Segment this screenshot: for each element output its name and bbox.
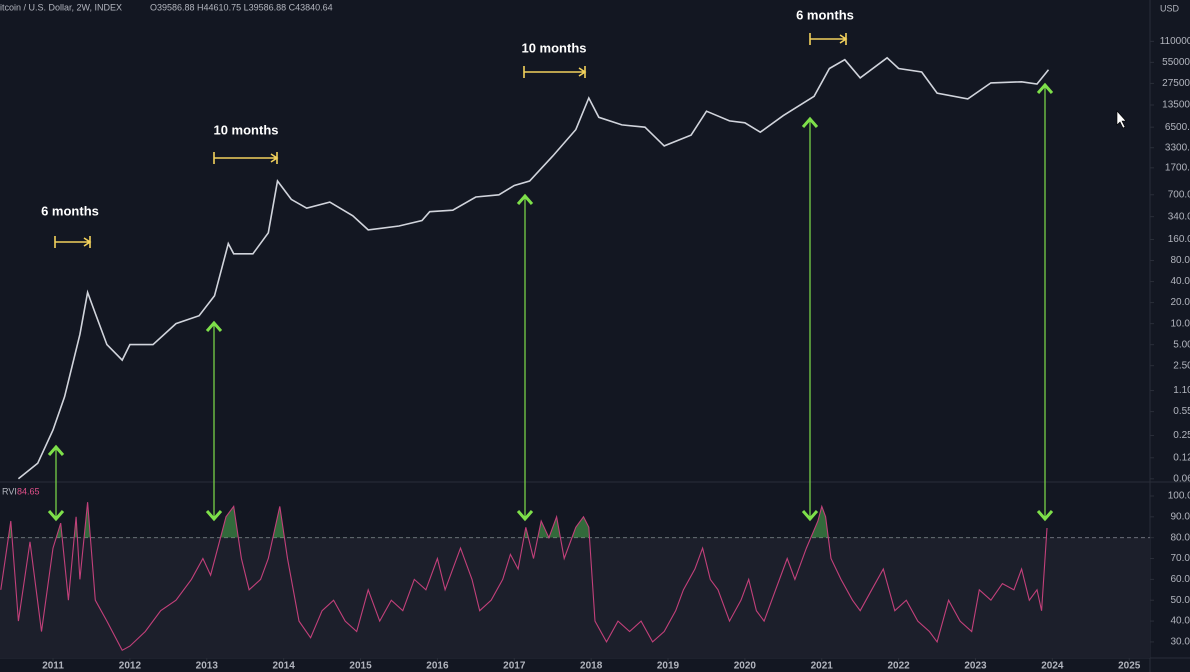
y-tick-label: 0.25 xyxy=(1173,430,1190,441)
arrow-head-down xyxy=(47,510,65,522)
currency[interactable]: USD xyxy=(1160,3,1180,13)
x-tick-label: 2018 xyxy=(580,661,603,672)
arrows xyxy=(47,82,1054,522)
arrow-head-up xyxy=(801,116,819,128)
x-tick-label: 2011 xyxy=(42,661,64,672)
x-tick-label: 2012 xyxy=(119,661,142,672)
y-tick-label: 160.00 xyxy=(1168,234,1190,245)
y-tick-label: 10.00 xyxy=(1170,318,1190,329)
arrow-head-up xyxy=(205,320,223,332)
y-tick-label: 0.55 xyxy=(1173,406,1190,417)
ohlc: O39586.88 H44610.75 L39586.88 C43840.64 xyxy=(150,2,333,12)
chart-title: itcoin / U.S. Dollar, 2W, INDEX xyxy=(0,2,122,12)
y-tick-label: 20.00 xyxy=(1170,297,1190,308)
y-tick-label: 3300.00 xyxy=(1165,142,1190,153)
x-tick-label: 2014 xyxy=(273,661,296,672)
y-tick-label: 70.00 xyxy=(1170,553,1190,564)
arrow-head-up xyxy=(516,193,534,205)
lower-band xyxy=(0,537,1150,658)
x-tick-label: 2021 xyxy=(811,661,834,672)
annotations: 6 months 10 months 10 months 6 months xyxy=(41,7,854,248)
x-tick-label: 2019 xyxy=(657,661,680,672)
arrow-head-down xyxy=(1036,510,1054,522)
y-tick-label: 60.00 xyxy=(1170,574,1190,585)
y-tick-label: 1.10 xyxy=(1173,385,1190,396)
annotation: 10 months xyxy=(521,40,586,55)
y-tick-label: 700.00 xyxy=(1168,189,1190,200)
data-line xyxy=(17,56,1050,480)
x-tick-label: 2022 xyxy=(888,661,911,672)
x-tick-label: 2020 xyxy=(734,661,757,672)
y-tick-label: 40.00 xyxy=(1170,276,1190,287)
x-tick-label: 2016 xyxy=(426,661,449,672)
x-tick-label: 2015 xyxy=(349,661,372,672)
x-tick-label: 2025 xyxy=(1118,661,1141,672)
y-tick-label: 27500.00 xyxy=(1162,78,1190,89)
y-tick-label: 1700.00 xyxy=(1165,162,1190,173)
indicator-name: RVI xyxy=(2,486,17,496)
y-tick-label: 90.00 xyxy=(1170,511,1190,522)
annotation: 6 months xyxy=(41,203,99,218)
y-tick-label: 50.00 xyxy=(1170,595,1190,606)
arrow-head-down xyxy=(516,510,534,522)
y-tick-label: 40.00 xyxy=(1170,616,1190,627)
y-tick-label: 55000.00 xyxy=(1162,57,1190,68)
x-tick-label: 2013 xyxy=(196,661,219,672)
cursor xyxy=(1116,110,1127,129)
annotation: 6 months xyxy=(796,7,854,22)
x-tick-label: 2023 xyxy=(964,661,987,672)
brackets xyxy=(54,33,848,248)
y-tick-label: 110000.00 xyxy=(1160,36,1190,47)
arrow-head-down xyxy=(801,510,819,522)
y-tick-label: 0.06 xyxy=(1173,473,1190,484)
y-tick-label: 30.00 xyxy=(1170,637,1190,648)
y-tick-label: 340.00 xyxy=(1168,211,1190,222)
y-tick-label: 80.00 xyxy=(1170,255,1190,266)
y-tick-label: 2.50 xyxy=(1173,360,1190,371)
y-tick-label: 5.00 xyxy=(1173,339,1190,350)
arrow-head-up xyxy=(47,444,65,456)
arrow-head-up xyxy=(1036,82,1054,94)
data-line xyxy=(0,502,1048,652)
y-tick-label: 13500.00 xyxy=(1162,100,1190,111)
arrow-head-down xyxy=(205,510,223,522)
y-tick-label: 6500.00 xyxy=(1165,122,1190,133)
x-tick-label: 2024 xyxy=(1041,661,1064,672)
y-tick-label: 0.12 xyxy=(1173,452,1190,463)
y-tick-label: 100.00 xyxy=(1168,491,1190,502)
y-tick-label: 80.00 xyxy=(1170,532,1190,543)
annotation: 10 months xyxy=(213,122,278,137)
indicator-value: 84.65 xyxy=(17,486,40,496)
x-tick-label: 2017 xyxy=(503,661,526,672)
